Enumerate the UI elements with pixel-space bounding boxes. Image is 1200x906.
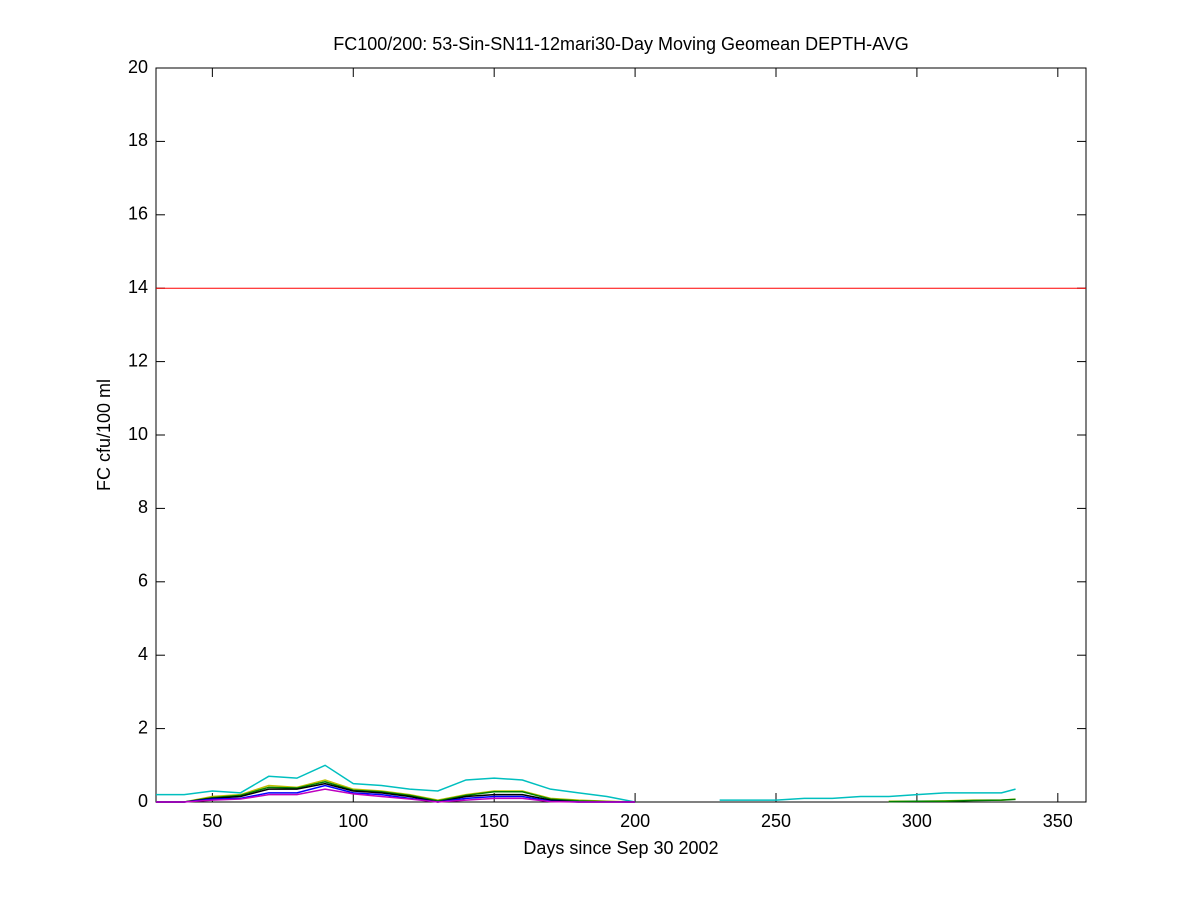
y-tick-label: 20 bbox=[128, 57, 148, 77]
y-tick-label: 16 bbox=[128, 204, 148, 224]
x-tick-label: 150 bbox=[479, 811, 509, 831]
y-tick-label: 10 bbox=[128, 424, 148, 444]
data-line bbox=[156, 781, 1016, 803]
x-tick-label: 300 bbox=[902, 811, 932, 831]
y-tick-label: 6 bbox=[138, 571, 148, 591]
y-tick-label: 12 bbox=[128, 350, 148, 370]
y-tick-label: 2 bbox=[138, 717, 148, 737]
x-tick-label: 50 bbox=[202, 811, 222, 831]
x-tick-label: 200 bbox=[620, 811, 650, 831]
y-axis-label: FC cfu/100 ml bbox=[94, 379, 114, 491]
y-tick-label: 8 bbox=[138, 497, 148, 517]
x-tick-label: 250 bbox=[761, 811, 791, 831]
data-line bbox=[156, 764, 1016, 803]
y-tick-label: 18 bbox=[128, 130, 148, 150]
data-line bbox=[156, 782, 636, 803]
x-axis-label: Days since Sep 30 2002 bbox=[523, 838, 718, 858]
y-tick-label: 4 bbox=[138, 644, 148, 664]
y-tick-label: 0 bbox=[138, 791, 148, 811]
x-tick-label: 100 bbox=[338, 811, 368, 831]
data-line bbox=[156, 788, 636, 803]
x-tick-label: 350 bbox=[1043, 811, 1073, 831]
chart-title: FC100/200: 53-Sin-SN11-12mari30-Day Movi… bbox=[333, 34, 909, 54]
y-tick-label: 14 bbox=[128, 277, 148, 297]
